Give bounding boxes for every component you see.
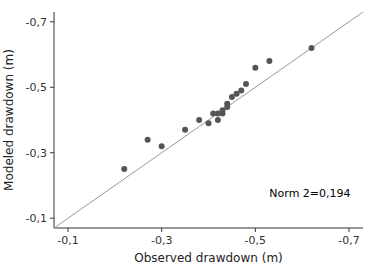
scatter-point [196, 117, 202, 123]
x-axis-line [54, 228, 363, 229]
scatter-point [252, 65, 258, 71]
x-tick-label: -0,5 [245, 234, 266, 247]
scatter-point [206, 120, 212, 126]
y-tick [50, 218, 54, 219]
y-tick-label: -0,7 [26, 16, 47, 29]
identity-line [54, 12, 363, 228]
y-tick [50, 87, 54, 88]
x-tick [348, 228, 349, 232]
annotation: Norm 2=0,194 [269, 187, 350, 200]
scatter-point [238, 88, 244, 94]
x-tick [255, 228, 256, 232]
y-axis-line [54, 12, 55, 228]
x-tick-label: -0,7 [338, 234, 359, 247]
y-tick-label: -0,1 [26, 212, 47, 225]
y-tick [50, 152, 54, 153]
y-tick [50, 21, 54, 22]
scatter-point [182, 127, 188, 133]
y-tick-label: -0,3 [26, 147, 47, 160]
plot-area [54, 12, 363, 228]
y-tick-label: -0,5 [26, 81, 47, 94]
scatter-point [309, 45, 315, 51]
scatter-point [266, 58, 272, 64]
x-axis-label: Observed drawdown (m) [134, 251, 283, 265]
x-tick-label: -0,3 [151, 234, 172, 247]
scatter-point [159, 143, 165, 149]
scatter-point [243, 81, 249, 87]
scatter-point [145, 137, 151, 143]
scatter-point [215, 117, 221, 123]
scatter-point [224, 101, 230, 107]
x-tick [68, 228, 69, 232]
chart-svg: -0,1 -0,3 -0,5 -0,7 -0,1 -0,3 -0,5 -0,7 Observed… [0, 0, 377, 270]
scatter-point [121, 166, 127, 172]
x-tick [161, 228, 162, 232]
y-axis-label: Modeled drawdown (m) [2, 49, 16, 191]
x-tick-label: -0,1 [57, 234, 78, 247]
chart-container: -0,1 -0,3 -0,5 -0,7 -0,1 -0,3 -0,5 -0,7 Observed… [0, 0, 377, 270]
